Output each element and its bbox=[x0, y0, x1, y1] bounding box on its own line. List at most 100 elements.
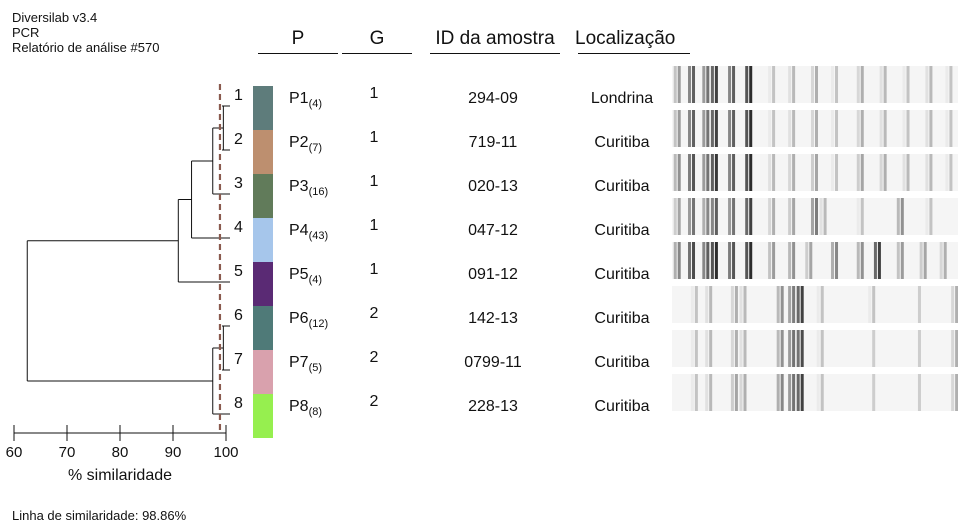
gel-band-halo bbox=[913, 330, 917, 367]
gel-band bbox=[772, 110, 776, 147]
gel-band bbox=[792, 242, 796, 279]
gel-band-halo bbox=[728, 110, 732, 147]
gel-band-halo bbox=[705, 374, 709, 411]
gel-band-halo bbox=[768, 154, 772, 191]
gel-band-halo bbox=[702, 198, 706, 235]
gel-band-halo bbox=[945, 66, 949, 103]
gel-band bbox=[692, 154, 696, 191]
leaf-number: 1 bbox=[234, 87, 243, 104]
gel-band-halo bbox=[702, 154, 706, 191]
pattern-color-swatch bbox=[253, 130, 273, 174]
gel-band-halo bbox=[776, 286, 780, 323]
pattern-label: P3(16) bbox=[289, 178, 328, 198]
gel-band-halo bbox=[673, 110, 677, 147]
gel-band bbox=[872, 286, 876, 323]
gel-band-halo bbox=[816, 374, 820, 411]
gel-band-halo bbox=[776, 330, 780, 367]
gel-band bbox=[929, 110, 933, 147]
pattern-name: P8 bbox=[289, 398, 309, 415]
gel-band-halo bbox=[796, 286, 800, 323]
gel-band-halo bbox=[705, 286, 709, 323]
x-axis-tick-label: 90 bbox=[165, 444, 182, 461]
gel-band bbox=[732, 66, 736, 103]
gel-band bbox=[780, 330, 784, 367]
gel-band bbox=[823, 198, 827, 235]
gel-band bbox=[772, 66, 776, 103]
gel-band-halo bbox=[831, 242, 835, 279]
gel-band-halo bbox=[856, 110, 860, 147]
method-label: PCR bbox=[12, 25, 40, 40]
gel-band bbox=[792, 66, 796, 103]
gel-band-halo bbox=[710, 242, 714, 279]
pattern-name: P6 bbox=[289, 310, 309, 327]
sample-id: 228-13 bbox=[468, 398, 518, 415]
pattern-count: (5) bbox=[308, 362, 323, 375]
gel-band bbox=[883, 110, 887, 147]
gel-band bbox=[692, 110, 696, 147]
gel-band bbox=[872, 374, 876, 411]
gel-band bbox=[835, 66, 839, 103]
column-underline-location bbox=[578, 53, 690, 54]
x-axis-tick-label: 60 bbox=[6, 444, 23, 461]
location-value: Londrina bbox=[590, 90, 654, 107]
pattern-label: P8(8) bbox=[289, 398, 322, 418]
gel-band-halo bbox=[730, 286, 734, 323]
group-value: 1 bbox=[369, 85, 379, 102]
leaf-number: 2 bbox=[234, 131, 243, 148]
gel-band bbox=[792, 110, 796, 147]
gel-band-halo bbox=[739, 374, 743, 411]
gel-band-halo bbox=[673, 66, 677, 103]
gel-band-halo bbox=[919, 242, 923, 279]
sample-id: 0799-11 bbox=[464, 354, 522, 371]
pattern-label: P5(4) bbox=[289, 266, 322, 286]
group-value: 1 bbox=[369, 217, 379, 234]
gel-band bbox=[749, 242, 753, 279]
location-value: Curitiba bbox=[594, 134, 650, 151]
gel-band bbox=[692, 66, 696, 103]
gel-band bbox=[835, 242, 839, 279]
gel-band-halo bbox=[896, 198, 900, 235]
group-value: 2 bbox=[369, 349, 379, 366]
location-value: Curitiba bbox=[594, 266, 650, 283]
gel-band bbox=[692, 242, 696, 279]
gel-band-halo bbox=[788, 110, 792, 147]
gel-band bbox=[694, 286, 698, 323]
pattern-color-swatch bbox=[253, 306, 273, 350]
gel-band-halo bbox=[788, 330, 792, 367]
gel-band bbox=[706, 242, 710, 279]
pattern-count: (16) bbox=[308, 186, 329, 199]
gel-band bbox=[677, 66, 681, 103]
gel-band-halo bbox=[913, 374, 917, 411]
sample-id: 294-09 bbox=[468, 90, 518, 107]
gel-band-halo bbox=[796, 374, 800, 411]
sample-id: 047-12 bbox=[468, 222, 518, 239]
gel-band bbox=[792, 374, 796, 411]
gel-band bbox=[792, 198, 796, 235]
sample-id: 091-12 bbox=[468, 266, 518, 283]
gel-band-halo bbox=[951, 330, 955, 367]
pattern-label: P7(5) bbox=[289, 354, 322, 374]
gel-band bbox=[900, 242, 904, 279]
gel-band bbox=[743, 374, 747, 411]
gel-band-halo bbox=[796, 330, 800, 367]
column-header-p: P bbox=[291, 28, 305, 49]
gel-band bbox=[677, 110, 681, 147]
gel-band-halo bbox=[856, 154, 860, 191]
column-underline-p bbox=[258, 53, 338, 54]
gel-band-halo bbox=[856, 242, 860, 279]
gel-band bbox=[860, 110, 864, 147]
gel-band-halo bbox=[690, 374, 694, 411]
gel-band bbox=[860, 242, 864, 279]
gel-band bbox=[772, 154, 776, 191]
gel-band bbox=[860, 154, 864, 191]
gel-band-halo bbox=[705, 330, 709, 367]
gel-band-halo bbox=[879, 154, 883, 191]
gel-band-halo bbox=[831, 110, 835, 147]
gel-band-halo bbox=[902, 110, 906, 147]
gel-band-halo bbox=[788, 198, 792, 235]
gel-band bbox=[917, 330, 921, 367]
gel-band-halo bbox=[688, 66, 692, 103]
gel-band bbox=[734, 330, 738, 367]
gel-lane bbox=[672, 286, 958, 323]
gel-band-halo bbox=[925, 66, 929, 103]
